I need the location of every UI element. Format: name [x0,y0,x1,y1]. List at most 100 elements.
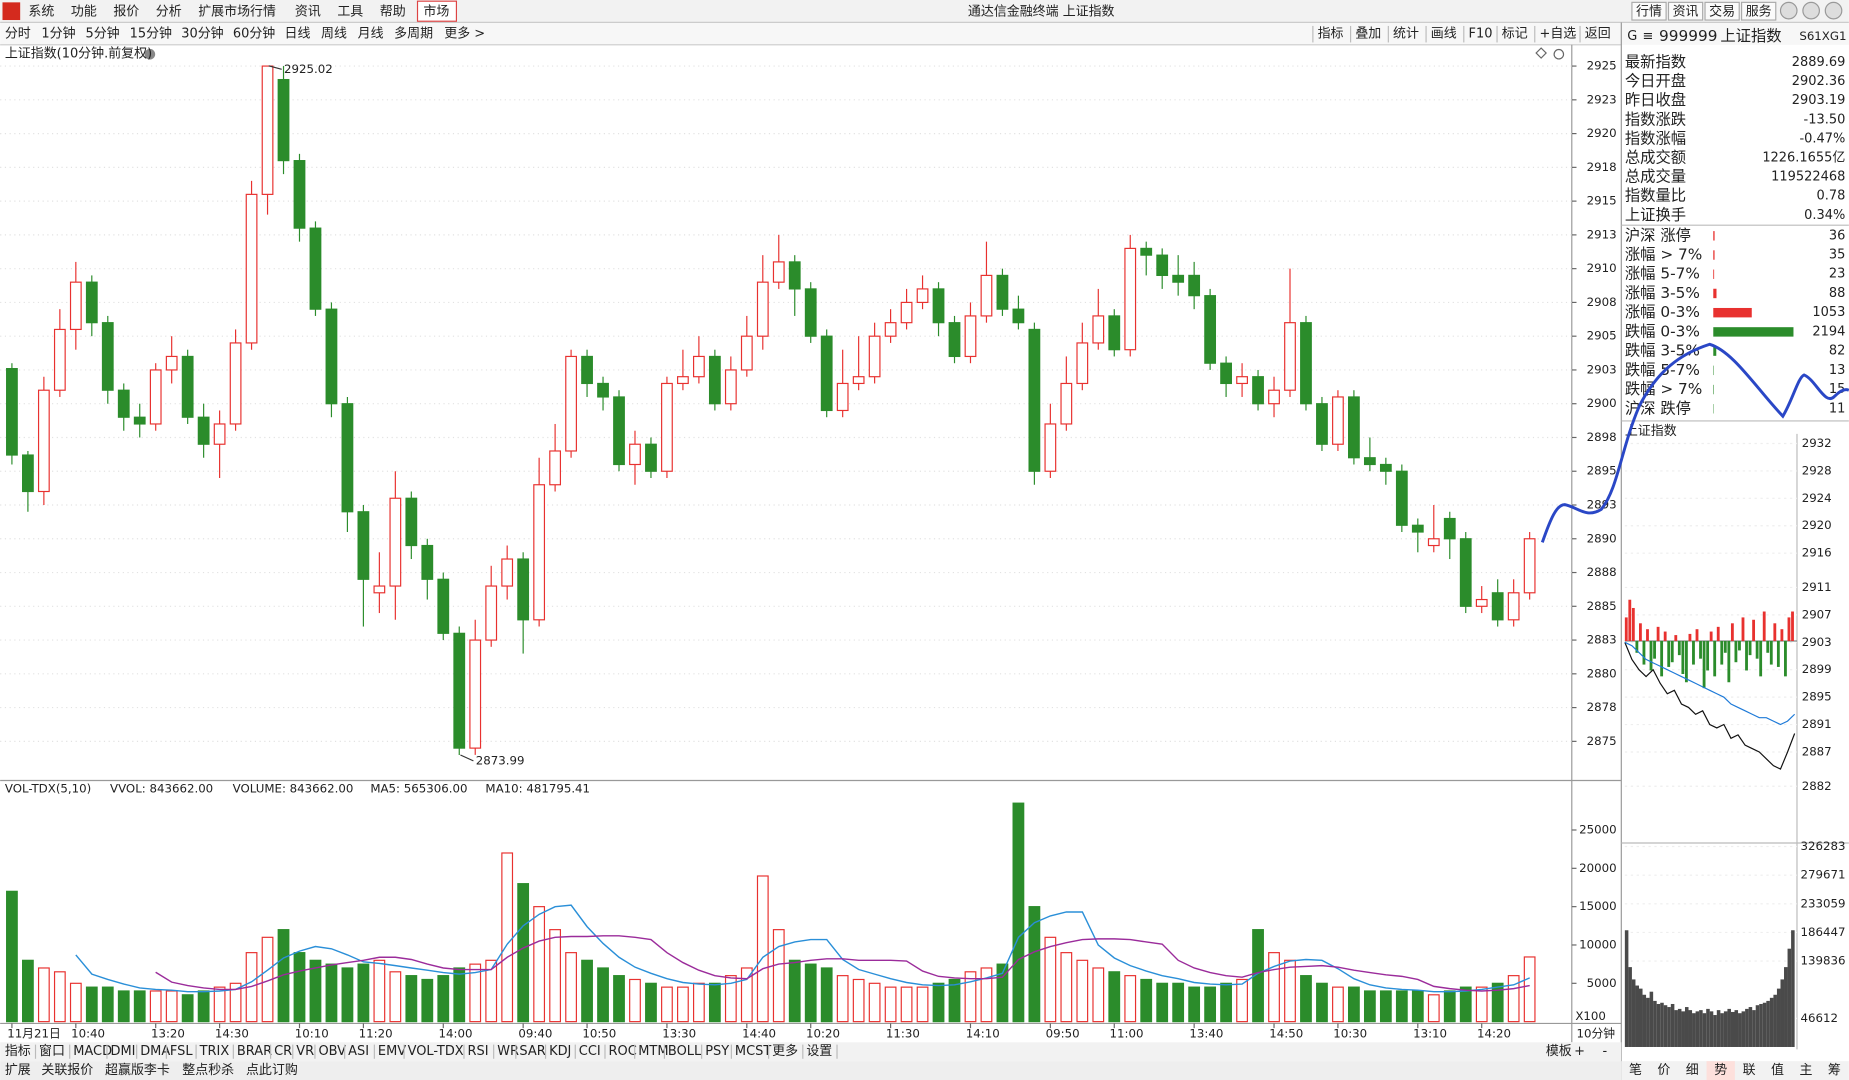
status-item[interactable]: 整点秒杀 [182,1063,234,1078]
indicator-tab[interactable]: TRIX [199,1044,230,1059]
indicator-tab[interactable]: CR [274,1044,292,1059]
tool-button[interactable]: 指标 [1318,27,1344,42]
side-tab[interactable]: 主 [1799,1063,1812,1078]
dist-bar [1713,307,1752,318]
indicator-tab[interactable]: FSL [170,1044,193,1059]
side-tab[interactable]: 价 [1657,1063,1670,1078]
tool-button[interactable]: 叠加 [1355,27,1381,42]
tool-button[interactable]: F10 [1469,27,1493,42]
indicator-tab[interactable]: MCST [735,1044,771,1059]
y-tick-label: 2925 [1587,59,1617,73]
template-button[interactable]: 模板 [1546,1044,1572,1059]
side-tab[interactable]: 联 [1743,1063,1756,1078]
close-button[interactable] [1824,1,1843,20]
y-tick-label: 2932 [1802,436,1832,450]
tool-button[interactable]: 画线 [1431,27,1457,42]
indicator-tab[interactable]: RSI [468,1044,489,1059]
diamond-icon[interactable] [1535,47,1547,59]
period-button[interactable]: 60分钟 [233,26,275,42]
indicator-tab[interactable]: PSY [705,1044,729,1059]
candle-body [533,484,546,621]
indicator-tab[interactable]: SAR [519,1044,545,1059]
template-button[interactable]: - [1602,1044,1607,1059]
menu-item[interactable]: 报价 [113,4,139,19]
circle-icon[interactable] [1553,48,1565,60]
dropdown-icon[interactable] [144,48,156,60]
mini-volume-bar [1766,1000,1770,1047]
side-tab[interactable]: 筹 [1828,1062,1841,1078]
volume-bar [149,990,162,1023]
menu-item[interactable]: 扩展市场行情 [198,3,276,19]
status-item[interactable]: 超赢版李卡 [105,1062,170,1078]
candle-body [165,355,178,371]
ma-line [155,935,1530,992]
indicator-tab[interactable]: BOLL [668,1044,702,1059]
indicator-tab[interactable]: 更多 [772,1044,798,1059]
indicator-tab[interactable]: MTM [638,1044,668,1059]
menu-item[interactable]: 功能 [71,4,97,19]
indicator-tab[interactable]: 设置 [806,1044,832,1059]
tool-button[interactable]: +自选 [1539,27,1576,42]
period-button[interactable]: 多周期 [394,27,433,42]
top-button[interactable] [1667,1,1704,21]
more-button[interactable]: 更多 > [444,27,485,42]
candle-body [1284,322,1296,391]
indicator-tab[interactable]: BRAR [237,1044,272,1059]
indicator-tab[interactable]: MACD [73,1044,112,1059]
candle-body [948,322,961,358]
candle-body [884,322,897,337]
indicator-tab[interactable]: OBV [318,1044,346,1059]
side-tab[interactable]: 笔 [1629,1062,1642,1078]
restore-button[interactable] [1802,1,1820,20]
period-button[interactable]: 分时 [5,27,31,42]
menu-item[interactable]: 资讯 [295,4,321,19]
side-tab[interactable]: 细 [1686,1063,1699,1078]
indicator-tab[interactable]: WR [497,1044,519,1059]
indicator-tab[interactable]: ROC [609,1044,637,1059]
period-button[interactable]: 1分钟 [41,26,75,42]
top-button[interactable] [1704,1,1740,21]
market-button[interactable] [416,0,458,22]
breadth-bar [1780,629,1784,641]
minimize-button[interactable] [1779,1,1798,20]
period-button[interactable]: 日线 [285,27,311,42]
period-button[interactable]: 周线 [321,27,347,42]
volume-bar [309,959,322,1023]
period-button[interactable]: 15分钟 [130,26,172,42]
indicator-tab[interactable]: VR [296,1044,314,1059]
period-button[interactable]: 5分钟 [85,26,119,42]
menu-item[interactable]: 分析 [156,4,182,19]
top-button-label: 资讯 [1673,4,1699,19]
y-tick-label: 2891 [1802,717,1832,731]
status-item[interactable]: 点此订购 [246,1062,298,1078]
side-tab[interactable]: 值 [1771,1062,1784,1078]
indicator-tab[interactable]: EMV [378,1044,406,1059]
candle-body [788,261,801,290]
tool-button[interactable]: 统计 [1393,27,1419,42]
indicator-tab[interactable]: 窗口 [39,1043,65,1059]
period-button[interactable]: 月线 [358,27,384,42]
indicator-tab[interactable]: CCI [579,1044,601,1059]
top-button[interactable] [1740,1,1777,21]
period-button[interactable]: 30分钟 [181,26,223,42]
menu-item[interactable]: 帮助 [380,4,406,19]
tool-button[interactable]: 标记 [1502,27,1528,42]
status-item[interactable]: 扩展 [5,1063,31,1078]
menu-item[interactable]: 系统 [28,4,54,19]
indicator-tab[interactable]: ASI [348,1044,369,1059]
side-tab[interactable]: 势 [1714,1062,1727,1078]
breadth-bar [1635,640,1639,653]
template-button[interactable]: + [1574,1044,1585,1059]
menu-item[interactable]: 工具 [337,4,363,19]
top-button[interactable] [1631,1,1667,21]
indicator-tab[interactable]: DMA [140,1044,170,1059]
breadth-bar [1773,623,1777,641]
indicator-tab[interactable]: VOL-TDX [408,1044,464,1059]
tool-button[interactable]: 返回 [1585,27,1611,42]
y-tick-label: 2885 [1587,599,1617,613]
indicator-tab[interactable]: 指标 [5,1044,31,1059]
indicator-tab[interactable]: KDJ [549,1044,571,1059]
status-item[interactable]: 关联报价 [41,1063,93,1078]
candle-body [101,322,114,391]
indicator-tab[interactable]: DMI [110,1044,135,1059]
